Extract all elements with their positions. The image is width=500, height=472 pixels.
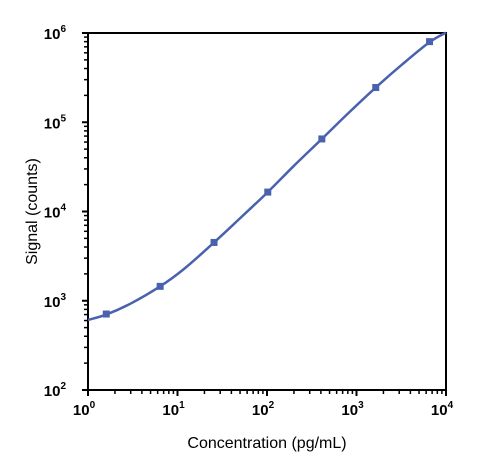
y-tick-label: 104 [44,203,67,222]
y-tick-label: 102 [44,381,67,400]
data-point [372,84,380,92]
x-axis-ticks: 100 101 102 103 104 [73,390,454,419]
series [87,31,447,322]
fit-curve [87,31,447,322]
x-axis-label: Concentration (pg/mL) [187,435,346,452]
axes [87,32,447,391]
x-tick-label: 104 [431,400,454,419]
x-tick-label: 101 [162,400,185,419]
data-point [102,310,110,318]
y-axis-ticks: 102 103 104 105 106 [44,24,88,400]
data-point [264,188,272,196]
plot-frame [87,32,447,391]
data-point [210,238,218,246]
data-point [156,282,164,290]
y-tick-label: 106 [44,24,67,43]
x-tick-label: 103 [341,400,364,419]
data-point [426,38,434,46]
data-point [318,135,326,143]
x-tick-label: 102 [252,400,275,419]
y-tick-label: 105 [44,113,67,132]
y-tick-label: 103 [44,292,67,311]
x-tick-label: 100 [73,400,96,419]
y-axis-label: Signal (counts) [24,158,41,265]
